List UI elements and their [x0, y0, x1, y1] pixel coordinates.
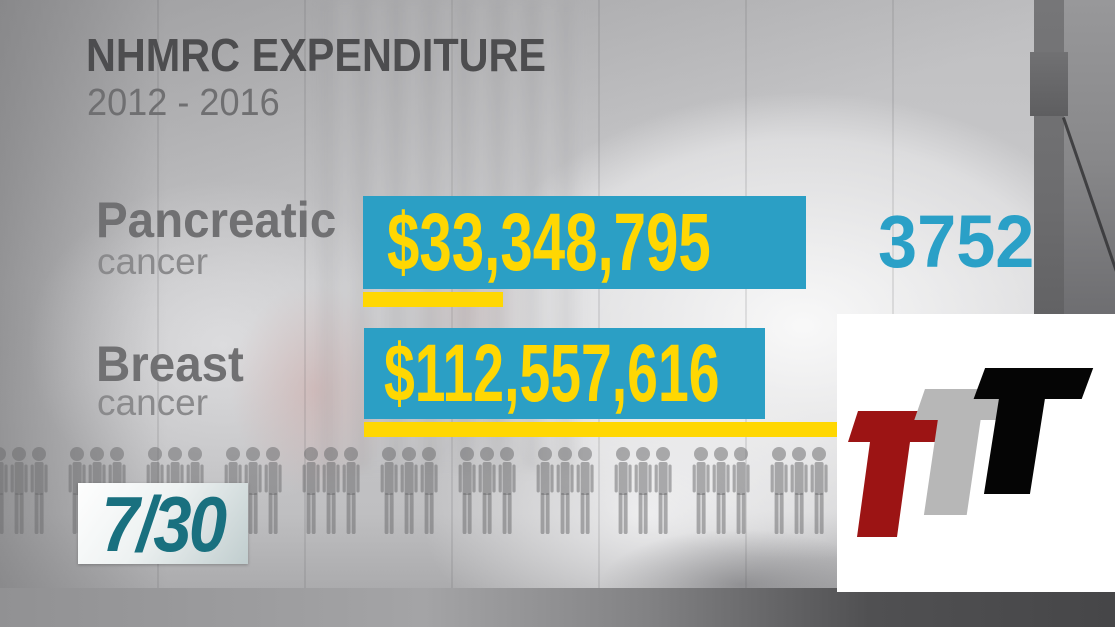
value-bar-pancreatic [363, 292, 503, 307]
people-group [692, 447, 750, 534]
iv-pole-joint [1030, 52, 1068, 116]
people-group [380, 447, 438, 534]
people-group [302, 447, 360, 534]
category-label-pancreatic: Pancreatic [96, 192, 337, 248]
amount-box-breast: $112,557,616 [364, 328, 765, 419]
ttt-letter-gray [914, 389, 1026, 515]
floor-band [0, 588, 1115, 627]
category-sublabel: cancer [97, 241, 209, 282]
program-logo-730: 7/30 [78, 483, 248, 564]
people-group [458, 447, 516, 534]
amount-value: $33,348,795 [387, 196, 711, 288]
ttt-letter-black [973, 368, 1094, 494]
ttt-letter-red [848, 411, 952, 537]
value-bar-breast [364, 422, 837, 437]
category-sublabel: cancer [97, 382, 209, 423]
people-group [0, 447, 48, 534]
amount-box-pancreatic: $33,348,795 [363, 196, 806, 289]
people-group [536, 447, 594, 534]
ttt-logo [848, 368, 1094, 537]
people-group [770, 447, 828, 534]
chart-subtitle: 2012 - 2016 [87, 82, 280, 124]
amount-value: $112,557,616 [384, 327, 720, 419]
category-label-breast: Breast [96, 336, 244, 392]
wall-shadow [1064, 0, 1115, 314]
program-logo-text: 7/30 [101, 479, 227, 568]
case-count: 3752 [878, 200, 1035, 283]
people-group [614, 447, 672, 534]
chart-title: NHMRC EXPENDITURE [86, 29, 547, 81]
ttt-logo-card [837, 314, 1115, 592]
